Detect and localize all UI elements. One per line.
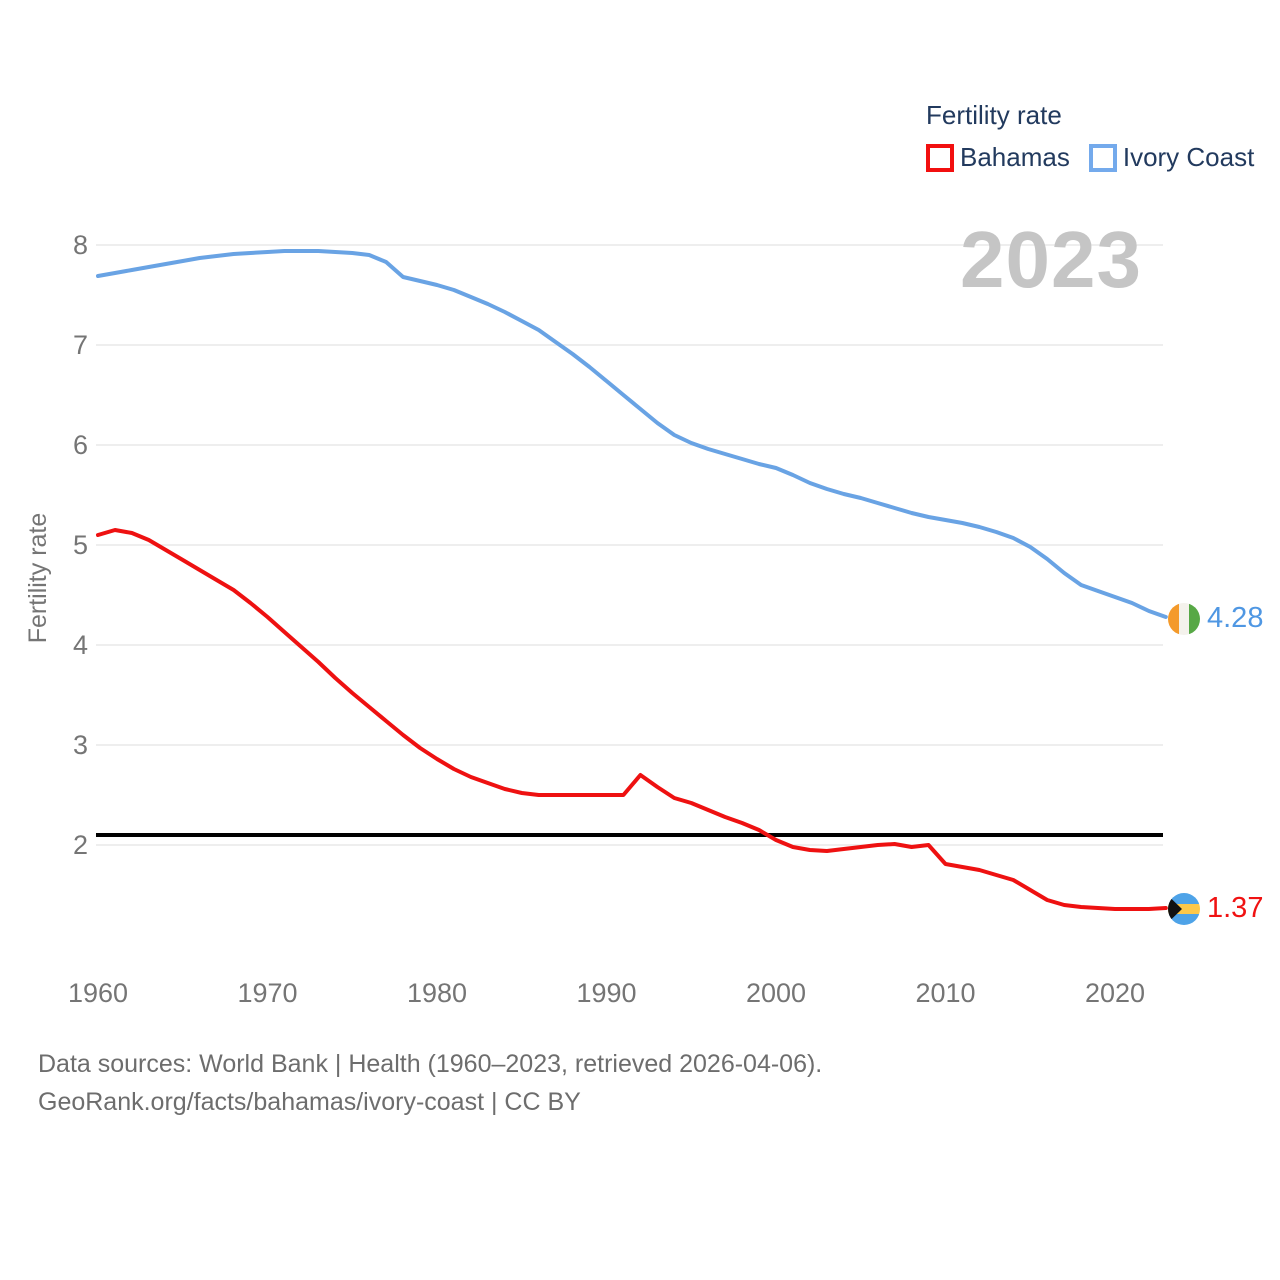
bahamas-flag-icon: [1168, 892, 1200, 925]
x-tick-label: 1970: [237, 978, 297, 1008]
watermark-year: 2023: [960, 215, 1142, 304]
series-layer: [96, 249, 1168, 911]
legend-swatch-ivory-coast[interactable]: [1088, 143, 1117, 172]
axis-labels-layer: 8 7 6 5 4 3 2 1960 1970 1980 1990 2000 2010 2020: [68, 230, 1145, 1008]
end-label-bahamas: 1.37: [1168, 892, 1263, 925]
y-axis-title: Fertility rate: [24, 513, 52, 644]
x-tick-label: 1980: [407, 978, 467, 1008]
y-tick-label: 3: [73, 730, 88, 760]
x-tick-label: 1990: [576, 978, 636, 1008]
y-tick-label: 7: [73, 330, 88, 360]
end-value-bahamas: 1.37: [1207, 892, 1264, 924]
x-tick-label: 1960: [68, 978, 128, 1008]
legend-item-ivory-coast[interactable]: Ivory Coast: [1088, 142, 1255, 173]
series-line-ivory-coast: [96, 249, 1168, 619]
y-tick-label: 6: [73, 430, 88, 460]
series-line-bahamas: [96, 528, 1168, 911]
legend-item-bahamas[interactable]: Bahamas: [926, 142, 1070, 173]
y-tick-label: 5: [73, 530, 88, 560]
x-tick-label: 2010: [915, 978, 975, 1008]
legend-items: Bahamas Ivory Coast: [926, 142, 1254, 173]
legend-label-bahamas: Bahamas: [960, 142, 1070, 172]
attribution-text: GeoRank.org/facts/bahamas/ivory-coast | …: [38, 1088, 581, 1116]
ivory-coast-flag-icon: [1168, 602, 1200, 635]
data-sources-text: Data sources: World Bank | Health (1960–…: [38, 1050, 823, 1078]
end-value-ivory-coast: 4.28: [1207, 602, 1264, 634]
y-tick-label: 4: [73, 630, 88, 660]
gridlines-layer: [96, 244, 1163, 846]
legend-title: Fertility rate: [926, 100, 1062, 130]
x-tick-label: 2020: [1085, 978, 1145, 1008]
y-tick-label: 2: [73, 830, 88, 860]
x-tick-label: 2000: [746, 978, 806, 1008]
legend: Fertility rate Bahamas Ivory Coast: [926, 100, 1254, 173]
end-label-ivory-coast: 4.28: [1168, 602, 1263, 635]
legend-swatch-bahamas[interactable]: [926, 143, 954, 172]
legend-label-ivory-coast: Ivory Coast: [1122, 142, 1255, 172]
y-tick-label: 8: [73, 230, 88, 260]
footer: Data sources: World Bank | Health (1960–…: [38, 1045, 822, 1121]
